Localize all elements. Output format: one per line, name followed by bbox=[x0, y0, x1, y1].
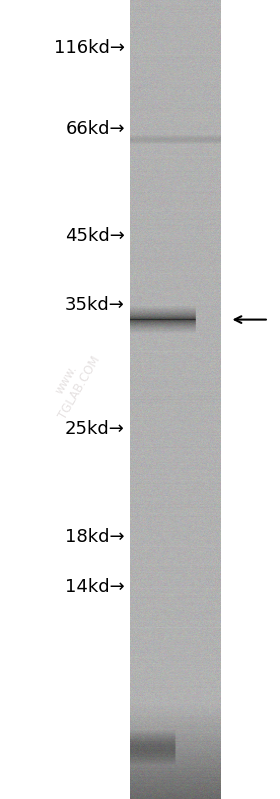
Text: 18kd→: 18kd→ bbox=[65, 528, 125, 546]
Text: 116kd→: 116kd→ bbox=[54, 39, 125, 57]
Bar bbox=[220, 0, 280, 799]
Text: 45kd→: 45kd→ bbox=[65, 227, 125, 244]
Text: 66kd→: 66kd→ bbox=[65, 121, 125, 138]
Text: 25kd→: 25kd→ bbox=[65, 420, 125, 438]
Bar bbox=[0, 0, 130, 799]
Text: 14kd→: 14kd→ bbox=[65, 578, 125, 596]
Text: www.
TGLAB.COM: www. TGLAB.COM bbox=[43, 346, 102, 421]
Text: 35kd→: 35kd→ bbox=[65, 296, 125, 314]
